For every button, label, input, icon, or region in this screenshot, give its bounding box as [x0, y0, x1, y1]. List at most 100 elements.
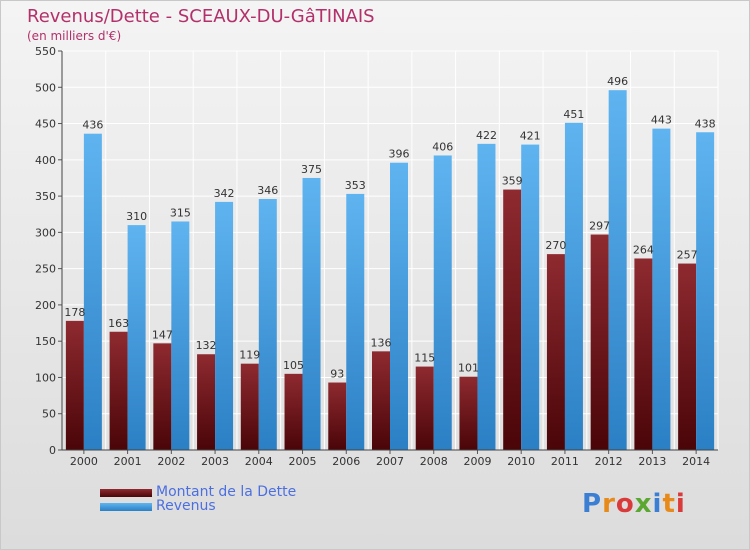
data-label-revenus: 310 — [126, 210, 147, 223]
data-label-dette: 257 — [677, 249, 698, 262]
bar-dette — [459, 376, 478, 450]
bar-dette — [65, 320, 84, 450]
data-label-dette: 270 — [545, 239, 566, 252]
legend-swatch-revenus — [100, 503, 152, 511]
bar-dette — [240, 363, 259, 450]
bar-dette — [328, 382, 347, 450]
legend-label-dette: Montant de la Dette — [156, 484, 297, 500]
data-label-revenus: 451 — [563, 108, 584, 121]
y-tick-label: 450 — [35, 118, 56, 131]
axis-layer: 0 50 100 150 200 250 300 350 400 450 500 550 2000 200… — [35, 45, 718, 468]
data-label-dette: 105 — [283, 359, 304, 372]
data-label-dette: 132 — [196, 339, 217, 352]
bar-dette — [284, 373, 303, 450]
y-tick-label: 400 — [35, 154, 56, 167]
logo-letter: t — [662, 489, 676, 519]
bar-revenus — [477, 143, 496, 450]
y-tick-label: 550 — [35, 45, 56, 58]
bar-dette — [678, 263, 697, 450]
data-label-dette: 115 — [414, 352, 435, 365]
data-label-dette: 136 — [371, 336, 392, 349]
y-tick-label: 100 — [35, 371, 56, 384]
bar-revenus — [696, 132, 715, 450]
data-label-dette: 359 — [502, 175, 523, 188]
y-tick-label: 300 — [35, 226, 56, 239]
bar-revenus — [258, 198, 277, 450]
data-label-dette: 147 — [152, 328, 173, 341]
data-label-revenus: 375 — [301, 163, 322, 176]
bar-revenus — [127, 225, 146, 450]
bar-revenus — [215, 201, 234, 450]
x-tick-label: 2004 — [245, 455, 273, 468]
y-tick-label: 0 — [49, 444, 56, 457]
bar-dette — [109, 331, 128, 450]
bar-revenus — [346, 193, 365, 450]
data-label-revenus: 436 — [82, 119, 103, 132]
data-label-dette: 93 — [330, 368, 344, 381]
legend-label-revenus: Revenus — [156, 498, 216, 514]
bar-revenus — [390, 162, 408, 450]
bar-dette — [153, 343, 172, 450]
logo-letter: i — [652, 489, 663, 519]
logo-letter: i — [675, 489, 686, 519]
bar-dette — [415, 366, 434, 450]
data-label-revenus: 422 — [476, 129, 497, 142]
bar-revenus — [433, 155, 452, 450]
chart-subtitle: (en milliers d'€) — [27, 29, 122, 43]
y-tick-label: 150 — [35, 335, 56, 348]
data-label-revenus: 406 — [432, 140, 453, 153]
chart-title: Revenus/Dette - SCEAUX-DU-GâTINAIS — [27, 6, 375, 27]
legend-swatch-dette — [100, 489, 152, 497]
x-tick-label: 2010 — [507, 455, 535, 468]
x-tick-label: 2006 — [332, 455, 360, 468]
x-tick-label: 2002 — [157, 455, 185, 468]
label-layer: 178 436 163 310 147 315 132 342 119 346 105 375 93 35… — [64, 75, 715, 380]
bar-revenus — [652, 128, 671, 450]
data-label-dette: 101 — [458, 362, 479, 375]
x-tick-label: 2008 — [420, 455, 448, 468]
bar-dette — [634, 258, 653, 450]
data-label-dette: 119 — [239, 349, 260, 362]
bar-revenus — [83, 133, 102, 450]
data-label-revenus: 315 — [170, 206, 191, 219]
bar-dette — [590, 234, 609, 450]
x-tick-label: 2000 — [70, 455, 98, 468]
proxiti-logo: Proxiti — [582, 489, 686, 519]
y-tick-label: 500 — [35, 81, 56, 94]
x-tick-label: 2003 — [201, 455, 229, 468]
y-tick-label: 200 — [35, 299, 56, 312]
bar-dette — [372, 351, 390, 450]
x-tick-label: 2005 — [289, 455, 317, 468]
bar-revenus — [608, 90, 627, 450]
data-label-dette: 297 — [589, 220, 610, 233]
data-label-revenus: 346 — [257, 184, 278, 197]
x-tick-label: 2013 — [638, 455, 666, 468]
bar-dette — [503, 189, 522, 450]
bar-dette — [546, 254, 565, 450]
data-label-revenus: 443 — [651, 114, 672, 127]
x-tick-label: 2007 — [376, 455, 404, 468]
x-tick-label: 2009 — [463, 455, 491, 468]
bar-dette — [197, 354, 216, 450]
data-label-dette: 163 — [108, 317, 129, 330]
data-label-revenus: 496 — [607, 75, 628, 88]
logo-letter: o — [615, 489, 635, 519]
x-tick-label: 2014 — [682, 455, 710, 468]
data-label-revenus: 421 — [520, 130, 541, 143]
x-tick-label: 2012 — [595, 455, 623, 468]
data-label-dette: 178 — [64, 306, 85, 319]
y-tick-label: 350 — [35, 190, 56, 203]
logo-letter: P — [582, 489, 603, 519]
bar-layer — [65, 90, 715, 451]
bar-revenus — [564, 122, 583, 450]
y-tick-label: 50 — [42, 408, 56, 421]
x-tick-label: 2001 — [114, 455, 142, 468]
data-label-dette: 264 — [633, 243, 654, 256]
bar-revenus — [171, 221, 190, 450]
data-label-revenus: 342 — [214, 187, 235, 200]
x-tick-label: 2011 — [551, 455, 579, 468]
data-label-revenus: 438 — [695, 117, 716, 130]
bar-revenus — [521, 144, 540, 451]
data-label-revenus: 396 — [389, 148, 410, 161]
